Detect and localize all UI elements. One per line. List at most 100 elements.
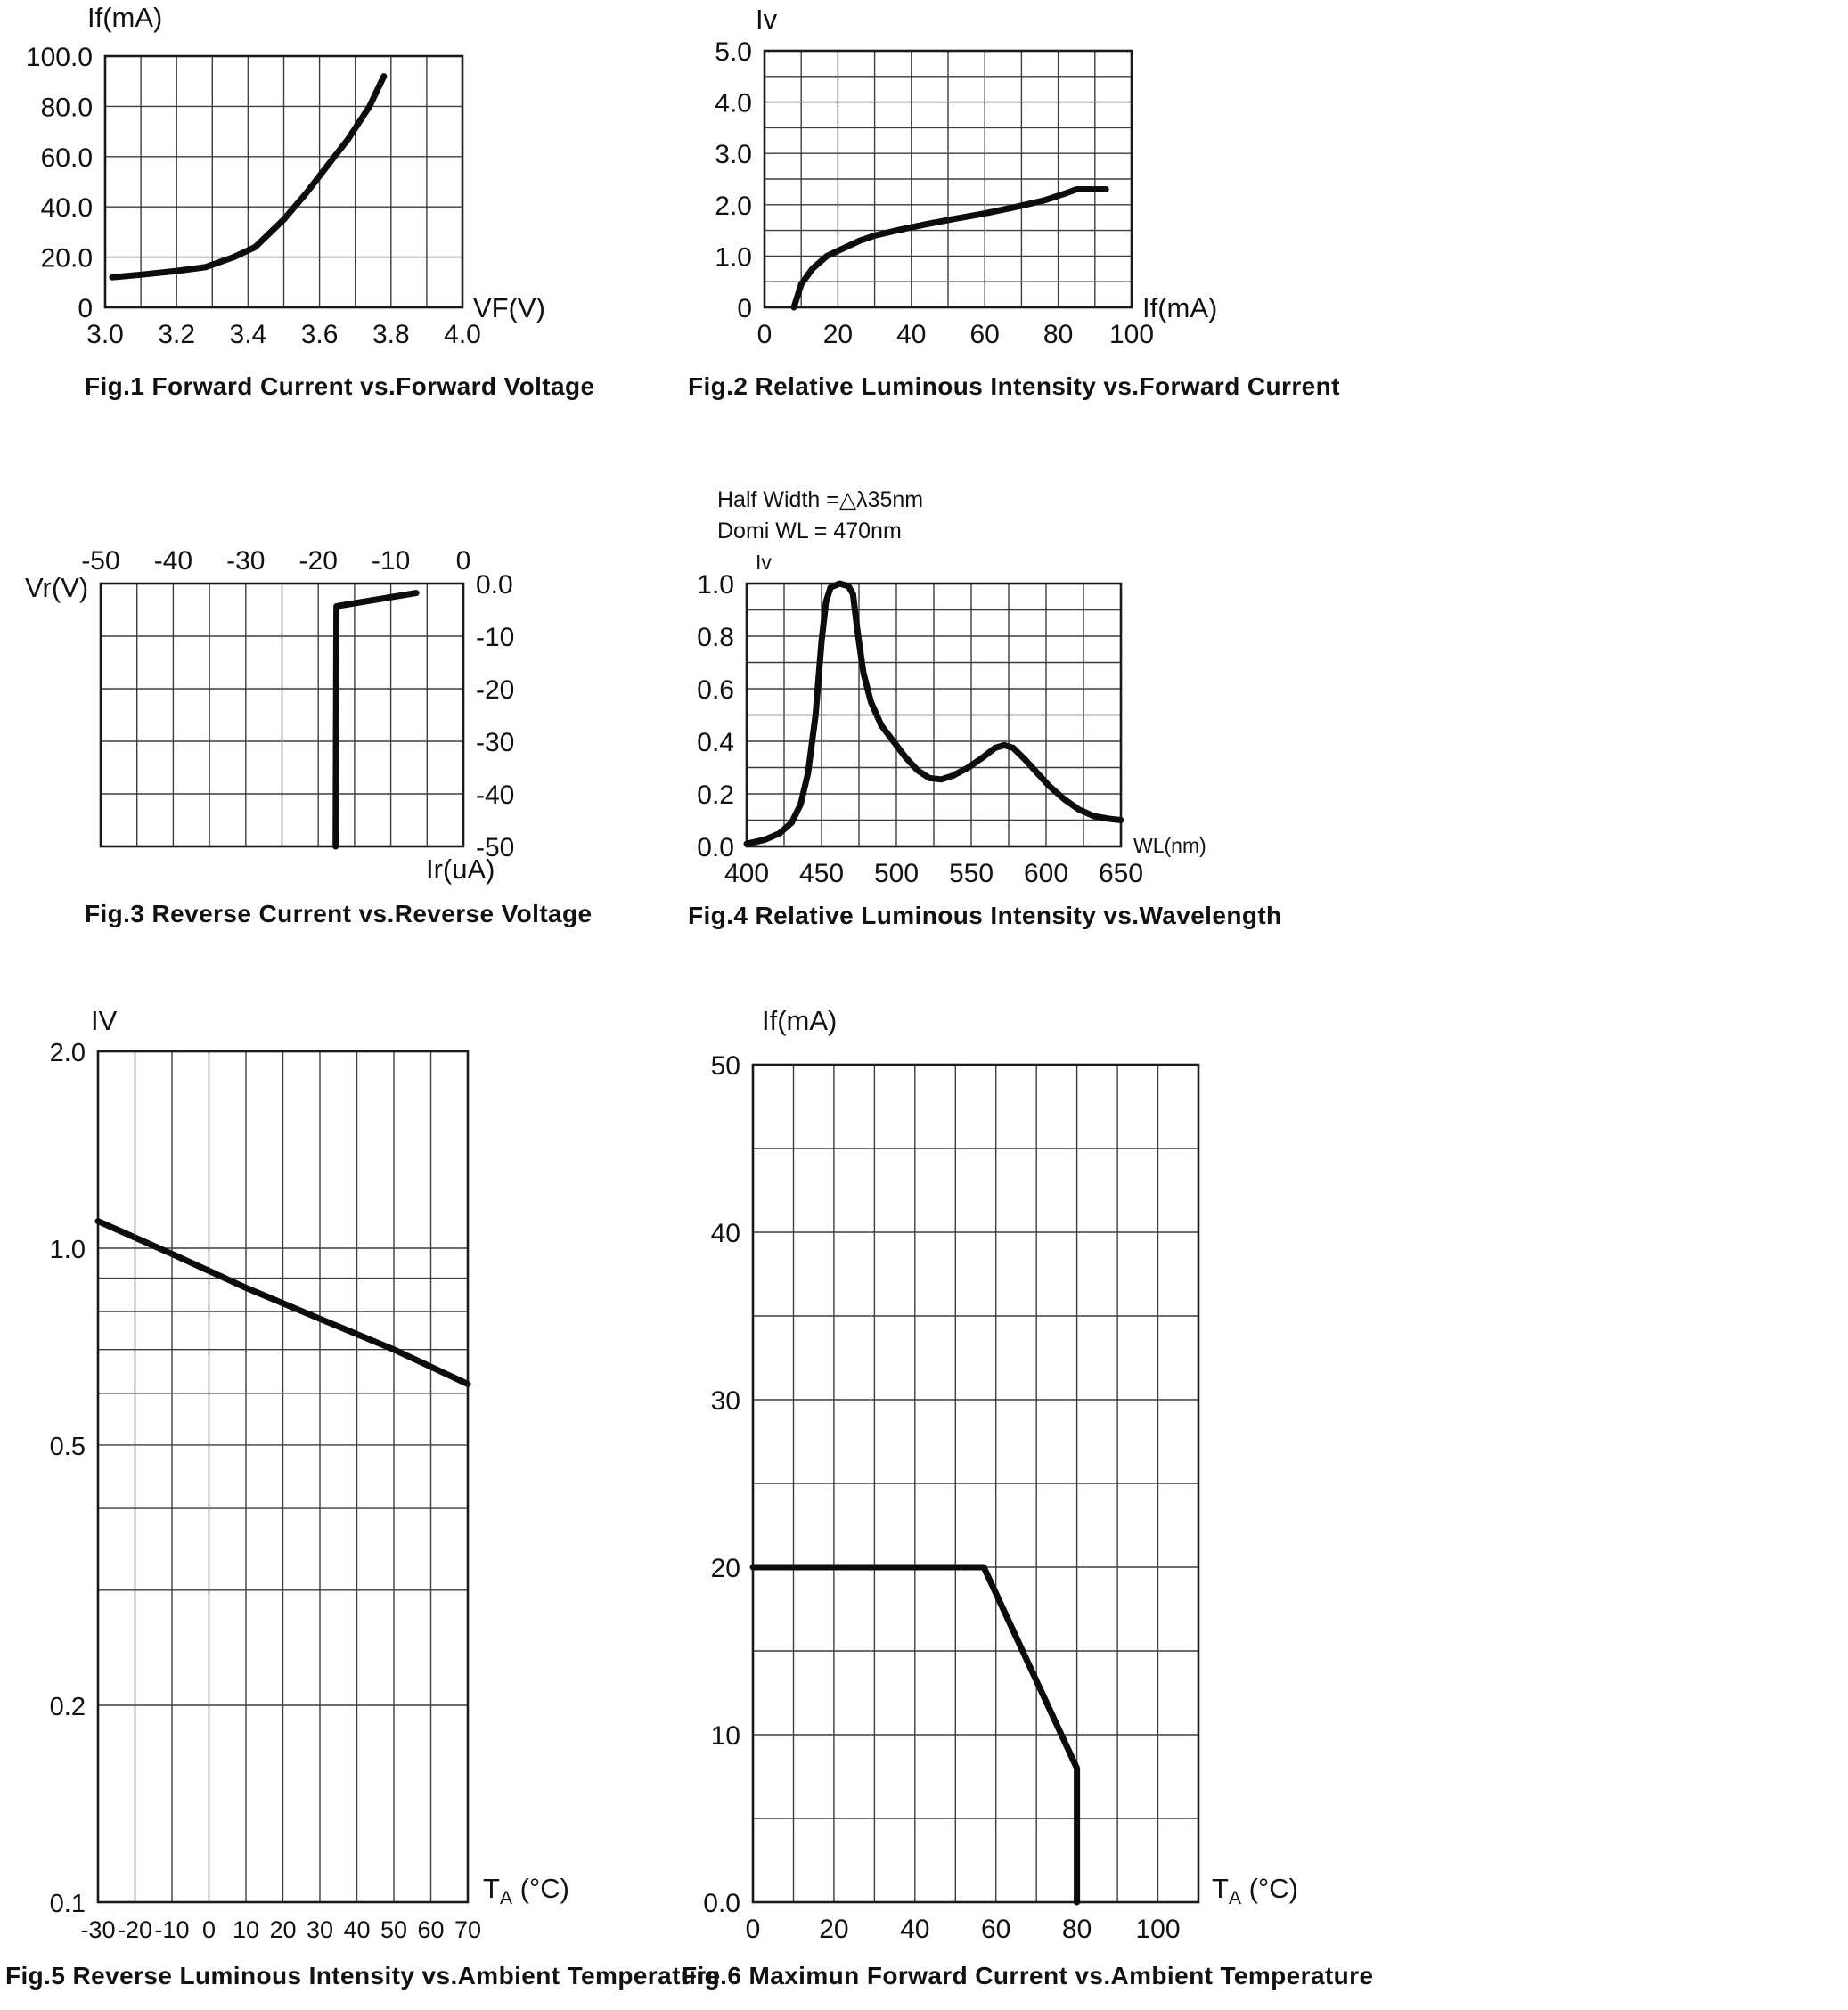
y-tick-label: 0 bbox=[737, 294, 752, 323]
x-tick-label: -20 bbox=[118, 1916, 152, 1943]
fig1-x-axis-title: VF(V) bbox=[473, 292, 545, 323]
fig5-plot: -30 -20 -10 0 10 20 30 40 50 60 70 2.0 1.0 0.5 0.2 0.1 bbox=[50, 1039, 481, 1943]
y-tick-label: 40 bbox=[711, 1219, 740, 1248]
figure-1: 3.0 3.2 3.4 3.6 3.8 4.0 0 20.0 40.0 60.0 80.0 100.0… bbox=[0, 0, 659, 428]
x-tick-label: -10 bbox=[154, 1916, 189, 1943]
y-tick-label: 1.0 bbox=[697, 570, 734, 600]
figure-3: -50 -40 -30 -20 -10 0 0.0 -10 -20 -30 -40 -50 Vr(V)… bbox=[0, 499, 659, 980]
figure-6: 0 20 40 60 80 100 0.0 10 20 30 40 50 If(mA) TA (°C)… bbox=[677, 980, 1399, 2010]
fig4-halfwidth-note: Half Width =△λ35nm bbox=[717, 487, 924, 512]
y-tick-label: 0.0 bbox=[476, 570, 513, 600]
y-tick-label: 100.0 bbox=[26, 43, 93, 72]
x-tick-label: -30 bbox=[226, 546, 265, 576]
y-tick-label: -20 bbox=[476, 675, 514, 705]
y-tick-label: 2.0 bbox=[715, 192, 752, 221]
x-tick-label: 650 bbox=[1099, 859, 1143, 888]
plot-border bbox=[745, 582, 1123, 848]
fig2-plot: 0 20 40 60 80 100 0 1.0 2.0 3.0 4.0 5.0 bbox=[715, 37, 1154, 349]
x-tick-label: 600 bbox=[1024, 859, 1068, 888]
x-tick-label: 80 bbox=[1062, 1915, 1092, 1944]
fig6-x-axis-title-main: T bbox=[1212, 1873, 1229, 1904]
x-tick-label: 0 bbox=[757, 320, 773, 349]
x-tick-label: 30 bbox=[307, 1916, 333, 1943]
fig5-x-axis-title-main: T bbox=[483, 1873, 500, 1904]
fig1-caption: Fig.1 Forward Current vs.Forward Voltage bbox=[85, 372, 595, 400]
x-tick-label: 20 bbox=[269, 1916, 296, 1943]
x-tick-label: 500 bbox=[874, 859, 919, 888]
x-tick-label: -30 bbox=[80, 1916, 115, 1943]
x-tick-label: 3.2 bbox=[158, 320, 195, 349]
fig2-caption: Fig.2 Relative Luminous Intensity vs.For… bbox=[688, 372, 1340, 400]
figure-5: -30 -20 -10 0 10 20 30 40 50 60 70 2.0 1.0 0.5 0.2 0.1 … bbox=[0, 980, 720, 2010]
y-tick-label: 2.0 bbox=[50, 1039, 86, 1067]
y-tick-label: 10 bbox=[711, 1721, 740, 1751]
fig6-x-axis-title: TA (°C) bbox=[1212, 1873, 1298, 1909]
plot-border bbox=[751, 1063, 1200, 1904]
x-tick-label: 100 bbox=[1109, 320, 1154, 349]
fig5-y-axis-title: IV bbox=[91, 1005, 118, 1036]
y-tick-label: 30 bbox=[711, 1386, 740, 1416]
fig3-plot: -50 -40 -30 -20 -10 00.0 -10 -20 -30 -40 -50 bbox=[81, 546, 514, 862]
x-tick-label: 60 bbox=[981, 1915, 1010, 1944]
x-tick-label: 80 bbox=[1043, 320, 1073, 349]
x-tick-label: 3.6 bbox=[301, 320, 339, 349]
figure-2: 0 20 40 60 80 100 0 1.0 2.0 3.0 4.0 5.0 Iv If(mA) F… bbox=[677, 0, 1381, 428]
y-tick-label: 0.2 bbox=[50, 1693, 86, 1721]
fig6-x-axis-title-rest: (°C) bbox=[1240, 1873, 1298, 1904]
plot-border bbox=[763, 49, 1133, 309]
x-tick-label: 40 bbox=[900, 1915, 929, 1944]
fig1-y-axis-title: If(mA) bbox=[87, 2, 163, 33]
x-tick-label: 100 bbox=[1135, 1915, 1180, 1944]
y-tick-label: 80.0 bbox=[41, 93, 93, 122]
fig6-caption: Fig.6 Maximun Forward Current vs.Ambient… bbox=[682, 1962, 1374, 1990]
x-tick-label: 0 bbox=[456, 546, 471, 576]
fig6-plot: 0 20 40 60 80 100 0.0 10 20 30 40 50 bbox=[703, 1051, 1200, 1944]
x-tick-label: 3.8 bbox=[372, 320, 410, 349]
y-tick-label: -10 bbox=[476, 623, 514, 652]
y-tick-label: -30 bbox=[476, 728, 514, 757]
x-tick-label: 4.0 bbox=[444, 320, 481, 349]
y-tick-label: 0.5 bbox=[50, 1433, 86, 1461]
x-tick-label: -40 bbox=[154, 546, 192, 576]
y-tick-label: 20.0 bbox=[41, 244, 93, 274]
y-tick-label: 40.0 bbox=[41, 193, 93, 223]
fig3-x-axis-title: Vr(V) bbox=[25, 572, 89, 603]
fig5-x-axis-title-sub: A bbox=[499, 1888, 512, 1909]
y-tick-label: 50 bbox=[711, 1051, 740, 1081]
fig1-plot: 3.0 3.2 3.4 3.6 3.8 4.0 0 20.0 40.0 60.0 80.0 100.0 bbox=[26, 43, 481, 349]
x-tick-label: 10 bbox=[233, 1916, 259, 1943]
x-tick-label: 450 bbox=[799, 859, 844, 888]
fig3-y-axis-title: Ir(uA) bbox=[426, 854, 495, 885]
x-tick-label: 3.4 bbox=[230, 320, 267, 349]
y-tick-label: 0.2 bbox=[697, 780, 734, 810]
data-line-iv-vs-temp bbox=[94, 1218, 471, 1387]
x-tick-label: 0 bbox=[202, 1916, 216, 1943]
fig2-x-axis-title: If(mA) bbox=[1142, 292, 1218, 323]
fig4-y-axis-title: Iv bbox=[756, 551, 772, 574]
x-tick-label: -50 bbox=[81, 546, 119, 576]
y-tick-label: 4.0 bbox=[715, 89, 752, 118]
data-line-spectrum bbox=[743, 580, 1124, 847]
fig2-y-axis-title: Iv bbox=[756, 4, 778, 35]
data-line-max-forward-current bbox=[749, 1564, 1081, 1906]
y-tick-label: 0.6 bbox=[697, 675, 734, 705]
y-tick-label: 1.0 bbox=[715, 242, 752, 272]
x-tick-label: -10 bbox=[372, 546, 410, 576]
x-tick-label: 20 bbox=[823, 320, 853, 349]
fig5-caption: Fig.5 Reverse Luminous Intensity vs.Ambi… bbox=[5, 1962, 721, 1990]
fig5-x-axis-title: TA (°C) bbox=[483, 1873, 569, 1909]
fig5-x-axis-title-rest: (°C) bbox=[511, 1873, 569, 1904]
y-tick-label: 0 bbox=[78, 294, 93, 323]
figure-4: 400 450 500 550 600 650 0.0 0.2 0.4 0.6 0.8 1.0 Hal… bbox=[677, 463, 1399, 962]
x-tick-label: 60 bbox=[970, 320, 1000, 349]
y-tick-label: -40 bbox=[476, 780, 514, 810]
fig3-caption: Fig.3 Reverse Current vs.Reverse Voltage bbox=[85, 900, 593, 927]
x-tick-label: 550 bbox=[949, 859, 994, 888]
x-tick-label: -20 bbox=[299, 546, 338, 576]
x-tick-label: 3.0 bbox=[86, 320, 124, 349]
y-tick-label: 0.1 bbox=[50, 1890, 86, 1918]
data-line-reverse-current bbox=[332, 590, 420, 850]
y-tick-label: 1.0 bbox=[50, 1236, 86, 1264]
x-tick-label: 40 bbox=[896, 320, 926, 349]
